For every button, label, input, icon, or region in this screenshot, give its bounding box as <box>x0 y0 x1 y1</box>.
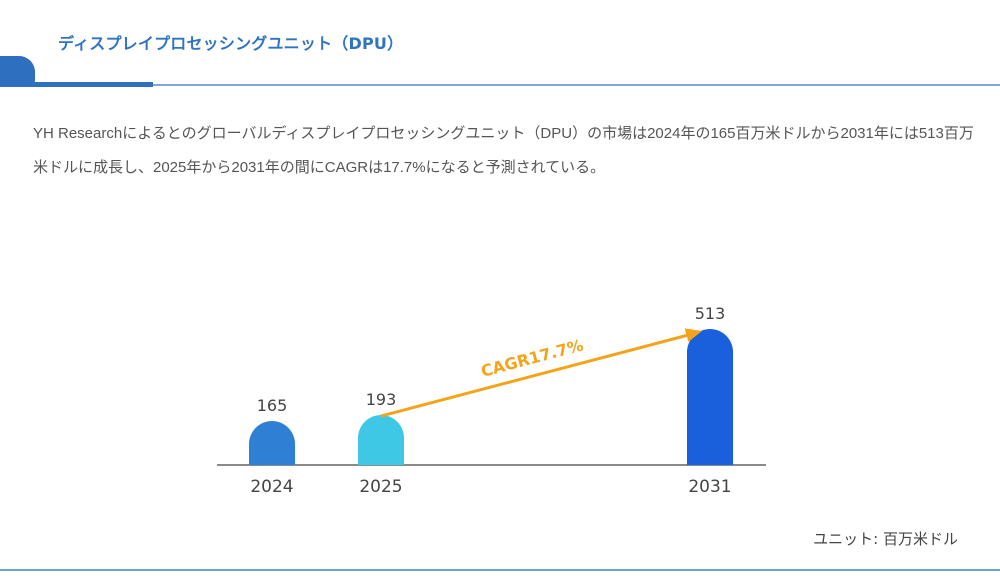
header-divider <box>153 84 1000 86</box>
bar-2024 <box>249 421 295 465</box>
data-label-2024: 165 <box>257 396 288 415</box>
market-bar-chart: 165 2024 193 2025 513 2031 CAGR17.7% <box>217 304 766 497</box>
page-title: ディスプレイプロセッシングユニット（DPU） <box>58 34 404 53</box>
x-tick-label-2025: 2025 <box>359 477 402 497</box>
data-label-2025: 193 <box>366 390 397 409</box>
cagr-arrow-line <box>380 332 693 418</box>
unit-label: ユニット: 百万米ドル <box>813 530 958 548</box>
cagr-annotation: CAGR17.7% <box>479 336 585 381</box>
footer-divider <box>0 569 1000 571</box>
x-tick-label-2024: 2024 <box>250 477 293 497</box>
x-tick-label-2031: 2031 <box>688 477 731 497</box>
bar-2025 <box>358 415 404 465</box>
cagr-arrow-head <box>684 328 702 342</box>
bar-2031 <box>687 329 733 465</box>
market-description: YH Researchによるとのグローバルディスプレイプロセッシングユニット（D… <box>33 125 974 176</box>
data-label-2031: 513 <box>695 304 726 323</box>
header-divider-thick <box>0 82 153 87</box>
header-accent-tab <box>0 56 35 86</box>
